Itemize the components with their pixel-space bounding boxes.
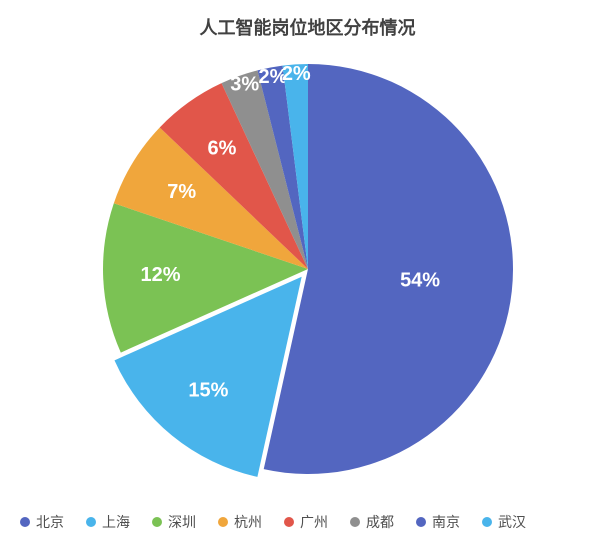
legend-dot-icon (284, 517, 294, 527)
legend-dot-icon (20, 517, 30, 527)
legend-label: 武汉 (498, 512, 526, 532)
legend-label: 广州 (300, 512, 328, 532)
pie-slice-label: 15% (188, 379, 228, 401)
legend-item: 上海 (86, 512, 130, 532)
legend-item: 广州 (284, 512, 328, 532)
pie-slice-label: 54% (400, 270, 440, 292)
pie-slice-label: 7% (167, 181, 196, 203)
legend-label: 北京 (36, 512, 64, 532)
legend-item: 南京 (416, 512, 460, 532)
legend-label: 杭州 (234, 512, 262, 532)
legend-item: 武汉 (482, 512, 526, 532)
legend-item: 成都 (350, 512, 394, 532)
chart-title: 人工智能岗位地区分布情况 (0, 14, 615, 40)
legend-item: 深圳 (152, 512, 196, 532)
legend-item: 北京 (20, 512, 64, 532)
pie-canvas: 54%15%12%7%6%3%2%2% (78, 52, 538, 482)
pie-slice-label: 6% (207, 137, 236, 159)
legend: 北京 上海 深圳 杭州 广州 成都 南京 武汉 (20, 512, 595, 532)
pie-slice-label: 2% (281, 63, 310, 85)
legend-label: 上海 (102, 512, 130, 532)
legend-label: 成都 (366, 512, 394, 532)
legend-dot-icon (218, 517, 228, 527)
legend-dot-icon (152, 517, 162, 527)
pie-slice-label: 12% (140, 264, 180, 286)
pie-svg: 54%15%12%7%6%3%2%2% (78, 52, 538, 482)
legend-dot-icon (416, 517, 426, 527)
legend-dot-icon (482, 517, 492, 527)
pie-chart: 人工智能岗位地区分布情况 54%15%12%7%6%3%2%2% 北京上海深圳杭… (0, 0, 615, 548)
legend-label: 深圳 (168, 512, 196, 532)
legend-item: 杭州 (218, 512, 262, 532)
pie-slice-label: 3% (230, 74, 259, 96)
legend-dot-icon (86, 517, 96, 527)
legend-dot-icon (350, 517, 360, 527)
legend-label: 南京 (432, 512, 460, 532)
